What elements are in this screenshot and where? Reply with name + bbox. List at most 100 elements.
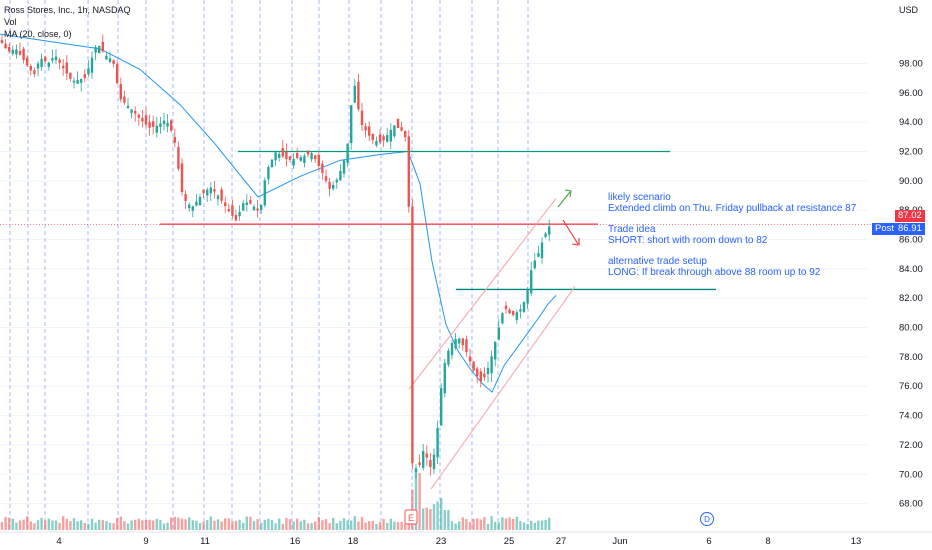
candle-body [191,206,194,211]
volume-bar [191,520,194,530]
volume-bar [40,517,43,530]
candle-body [382,136,385,141]
volume-bar [98,519,101,530]
volume-bar [206,520,209,530]
candle-body [144,115,148,125]
candle-body [101,41,104,52]
candle-body [98,46,101,54]
candle-body [0,40,4,43]
volume-bar [76,521,79,530]
x-tick-label: 27 [556,536,567,547]
likely-scenario-note[interactable]: likely scenario Extended climb on Thu. F… [608,192,856,214]
volume-bar [44,520,47,530]
candle-body [288,156,292,160]
y-tick-label: 78.00 [899,352,923,363]
volume-bar [515,516,518,530]
volume-bar [134,519,137,530]
candle-body [299,157,302,161]
candle-body [238,211,241,217]
candle-body [465,339,468,353]
candle-body [458,338,461,344]
volume-bar [162,523,166,530]
candle-body [76,79,79,84]
candle-body [47,62,50,67]
drawing-lines [0,33,716,490]
candle-body [321,163,324,173]
volume-bar [94,522,97,530]
candle-body [51,57,54,61]
candle-body [119,84,122,100]
volume-bar [238,519,241,530]
volume-bar [198,522,202,530]
candle-body [234,215,238,221]
volume-bar [51,520,54,530]
candle-body [537,253,540,257]
candle-body [252,206,256,211]
candle-body [285,151,288,160]
volume-bar [447,509,450,530]
candle-body [4,43,7,49]
candle-body [526,289,529,304]
volume-bar [454,523,457,530]
candle-body [80,79,83,83]
candle-body [443,362,446,394]
volume-bar [148,519,151,530]
volume-bar [371,520,374,530]
candle-body [353,85,356,103]
candle-body [8,47,11,52]
volume-bar [357,521,360,530]
volume-bar [0,522,4,530]
volume-bar [180,518,184,530]
volume-bar [33,523,36,530]
candle-body [328,181,331,189]
candle-body [418,462,421,466]
volume-legend[interactable]: Vol [4,17,17,27]
trade-idea-note[interactable]: Trade idea SHORT: short with room down t… [608,224,767,246]
candle-body [141,117,144,122]
volume-bar [335,523,338,530]
candle-body [332,184,335,189]
candle-body [440,388,443,426]
volume-bar [483,517,486,530]
volume-bar [126,523,130,530]
volume-bar [497,522,500,530]
volume-bar [443,509,446,530]
candle-body [375,141,378,146]
x-tick-label: 25 [504,536,515,547]
candle-body [202,189,205,194]
earnings-marker-label: E [408,513,414,523]
symbol-title[interactable]: Ross Stores, Inc., 1h, NASDAQ [4,5,131,15]
volume-bar [364,522,367,530]
candle-body [479,371,482,382]
volume-bar [101,520,104,530]
candle-body [357,81,360,110]
volume-bar [350,520,353,530]
y-tick-label: 82.00 [899,293,923,304]
volume-bar [404,523,407,530]
candle-body [540,242,544,259]
candle-body [209,187,212,194]
candle-body [245,202,248,205]
ma-legend[interactable]: MA (20, close, 0) [4,29,72,39]
y-tick-label: 92.00 [899,147,923,158]
volume-bar [152,520,155,530]
candle-body [335,179,338,183]
y-tick-label: 68.00 [899,499,923,510]
volume-bar [22,519,25,530]
down-arrow-shaft [562,219,579,245]
volume-bar [4,516,7,530]
volume-bar [501,517,504,530]
volume-bar [11,518,14,530]
volume-bar [360,517,364,530]
candle-body [281,147,284,157]
volume-bar [418,473,421,530]
volume-bar [396,522,400,530]
candle-body [29,65,32,71]
candle-body [267,167,270,180]
volume-bar [389,518,392,530]
candle-body [317,154,320,166]
channel-line [430,286,576,490]
alternative-setup-note[interactable]: alternative trade setup LONG: If break t… [608,256,820,278]
candle-body [260,204,263,210]
